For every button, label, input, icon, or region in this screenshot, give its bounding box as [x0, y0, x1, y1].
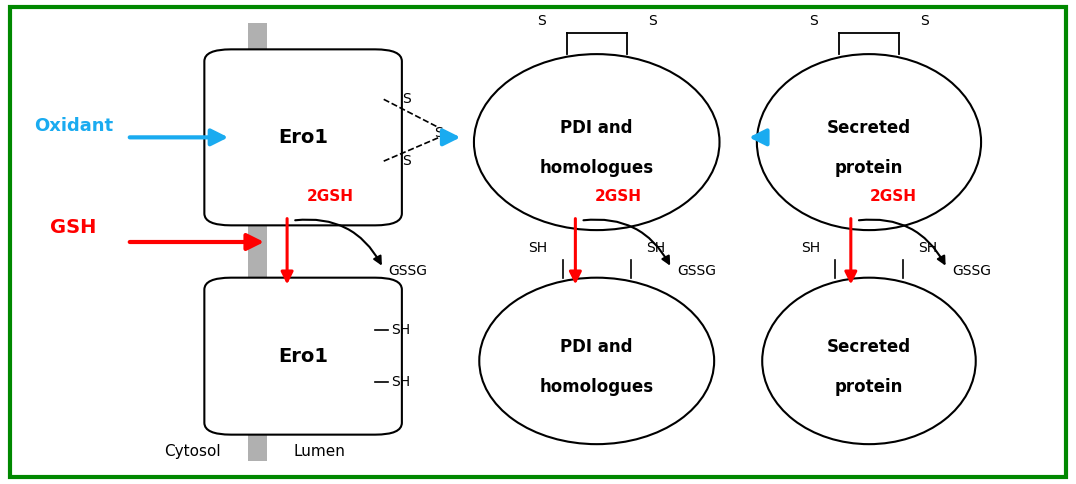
Text: GSSG: GSSG: [952, 264, 991, 277]
Text: 2GSH: 2GSH: [307, 189, 353, 204]
Text: 2GSH: 2GSH: [595, 189, 641, 204]
FancyBboxPatch shape: [10, 7, 1066, 477]
Text: Cytosol: Cytosol: [165, 444, 221, 459]
Text: SH: SH: [392, 323, 410, 337]
Text: SH: SH: [918, 241, 937, 255]
Text: S: S: [809, 14, 818, 28]
Text: protein: protein: [835, 159, 903, 177]
Text: protein: protein: [835, 378, 903, 396]
Text: S: S: [401, 92, 411, 106]
FancyBboxPatch shape: [204, 49, 401, 226]
Text: S: S: [537, 14, 546, 28]
Ellipse shape: [756, 54, 981, 230]
Text: GSSG: GSSG: [677, 264, 716, 277]
Text: S: S: [920, 14, 929, 28]
Text: GSSG: GSSG: [388, 264, 427, 277]
Text: GSH: GSH: [51, 218, 97, 237]
Text: PDI and: PDI and: [561, 338, 633, 356]
Text: Ero1: Ero1: [278, 128, 328, 147]
Text: S: S: [648, 14, 656, 28]
FancyBboxPatch shape: [204, 278, 401, 435]
Text: homologues: homologues: [540, 159, 654, 177]
Text: Oxidant: Oxidant: [34, 117, 113, 135]
Ellipse shape: [479, 278, 714, 444]
Text: SH: SH: [646, 241, 665, 255]
Bar: [247, 23, 267, 461]
Text: SH: SH: [392, 375, 410, 389]
Ellipse shape: [473, 54, 720, 230]
Text: SH: SH: [801, 241, 820, 255]
Text: Ero1: Ero1: [278, 347, 328, 365]
Text: Secreted: Secreted: [827, 119, 911, 137]
Text: 2GSH: 2GSH: [870, 189, 917, 204]
Text: S: S: [434, 125, 442, 139]
Text: S: S: [401, 154, 411, 168]
Text: SH: SH: [528, 241, 548, 255]
Text: Secreted: Secreted: [827, 338, 911, 356]
Text: homologues: homologues: [540, 378, 654, 396]
Text: PDI and: PDI and: [561, 119, 633, 137]
Ellipse shape: [762, 278, 976, 444]
Text: Lumen: Lumen: [294, 444, 345, 459]
